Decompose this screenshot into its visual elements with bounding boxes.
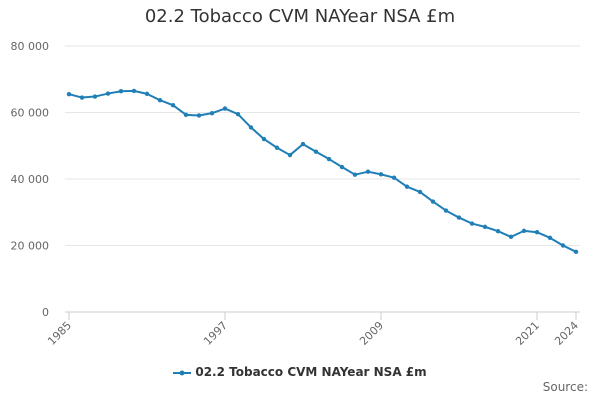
data-point[interactable] [313, 149, 319, 154]
data-point[interactable] [105, 91, 111, 96]
data-point[interactable] [157, 97, 163, 103]
data-point[interactable] [170, 102, 176, 108]
x-tick-label: 2021 [513, 319, 542, 348]
data-point[interactable] [482, 224, 488, 230]
data-point[interactable] [196, 113, 202, 118]
series-line-layer [68, 89, 577, 253]
data-point[interactable] [339, 164, 345, 170]
data-point[interactable] [118, 89, 124, 94]
data-point[interactable] [248, 125, 254, 130]
x-axis: 1985 1997 2009 2021 2024 [45, 311, 581, 348]
legend-series-label: 02.2 Tobacco CVM NAYear NSA £m [195, 365, 427, 379]
data-point[interactable] [534, 230, 540, 235]
data-point[interactable] [287, 152, 293, 158]
data-point[interactable] [508, 234, 514, 240]
data-point[interactable] [443, 208, 449, 213]
series-line [68, 89, 577, 253]
source-label: Source: [542, 380, 588, 394]
y-tick-label: 40 000 [11, 173, 50, 186]
chart-title: 02.2 Tobacco CVM NAYear NSA £m [144, 6, 456, 27]
data-point[interactable] [469, 221, 475, 226]
x-tick-label: 2009 [357, 319, 386, 348]
series-points-layer [66, 88, 579, 255]
gridlines [65, 45, 580, 246]
data-point[interactable] [365, 169, 371, 174]
data-point[interactable] [326, 156, 332, 162]
legend[interactable]: 02.2 Tobacco CVM NAYear NSA £m [0, 365, 600, 379]
y-tick-label: 80 000 [11, 40, 50, 53]
x-tick-label: 2024 [552, 319, 581, 348]
data-point[interactable] [430, 199, 436, 204]
x-tick-label: 1997 [201, 319, 230, 348]
data-point[interactable] [92, 94, 98, 99]
data-point[interactable] [456, 215, 462, 220]
data-point[interactable] [66, 92, 72, 97]
data-point[interactable] [144, 91, 150, 97]
data-point[interactable] [495, 229, 501, 234]
data-point[interactable] [573, 249, 579, 255]
data-point[interactable] [183, 112, 189, 118]
data-point[interactable] [79, 95, 85, 100]
data-point[interactable] [352, 172, 358, 177]
data-point[interactable] [391, 175, 397, 180]
data-point[interactable] [300, 141, 306, 147]
data-point[interactable] [521, 228, 527, 234]
data-point[interactable] [131, 88, 137, 94]
y-axis-tick-labels: 0 20 000 40 000 60 000 80 000 [11, 40, 50, 319]
data-point[interactable] [560, 243, 566, 248]
data-point[interactable] [378, 172, 384, 177]
data-point[interactable] [547, 235, 553, 241]
data-point[interactable] [222, 106, 228, 111]
data-point[interactable] [261, 136, 267, 142]
data-point[interactable] [404, 184, 410, 189]
data-point[interactable] [235, 111, 241, 117]
data-point[interactable] [274, 145, 280, 150]
data-point[interactable] [209, 110, 215, 116]
x-tick-label: 1985 [45, 319, 74, 348]
legend-line-marker-icon [173, 370, 192, 375]
y-tick-label: 20 000 [11, 240, 50, 253]
y-tick-label: 0 [42, 306, 49, 319]
y-tick-label: 60 000 [11, 107, 50, 120]
data-point[interactable] [417, 189, 423, 195]
